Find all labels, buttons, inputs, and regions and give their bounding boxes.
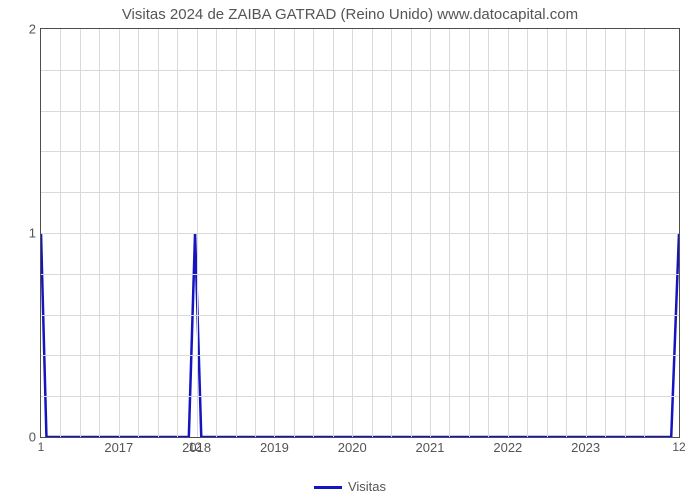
gridline-v-major bbox=[508, 29, 509, 437]
gridline-v-major bbox=[119, 29, 120, 437]
gridline-h bbox=[41, 233, 679, 234]
x-tick-label: 2021 bbox=[416, 440, 445, 455]
point-label: 12 bbox=[672, 440, 685, 454]
x-tick-label: 2020 bbox=[338, 440, 367, 455]
legend-label: Visitas bbox=[348, 479, 386, 494]
gridline-v-minor bbox=[625, 29, 626, 437]
point-label: 12 bbox=[188, 440, 201, 454]
gridline-v-minor bbox=[547, 29, 548, 437]
y-tick-label: 0 bbox=[6, 430, 36, 445]
legend: Visitas bbox=[0, 479, 700, 494]
gridline-v-minor bbox=[449, 29, 450, 437]
gridline-v-major bbox=[586, 29, 587, 437]
gridline-h bbox=[41, 274, 679, 275]
gridline-v-minor bbox=[605, 29, 606, 437]
gridline-h bbox=[41, 396, 679, 397]
gridline-h bbox=[41, 315, 679, 316]
x-tick-label: 2017 bbox=[104, 440, 133, 455]
gridline-v-minor bbox=[255, 29, 256, 437]
gridline-v-major bbox=[274, 29, 275, 437]
gridline-h bbox=[41, 111, 679, 112]
gridline-v-minor bbox=[372, 29, 373, 437]
gridline-h bbox=[41, 355, 679, 356]
gridline-v-minor bbox=[391, 29, 392, 437]
gridline-v-major bbox=[430, 29, 431, 437]
gridline-v-minor bbox=[236, 29, 237, 437]
gridline-v-minor bbox=[60, 29, 61, 437]
x-tick-label: 2023 bbox=[571, 440, 600, 455]
gridline-v-major bbox=[352, 29, 353, 437]
gridline-v-minor bbox=[138, 29, 139, 437]
x-tick-label: 2019 bbox=[260, 440, 289, 455]
gridline-v-minor bbox=[469, 29, 470, 437]
gridline-h bbox=[41, 151, 679, 152]
gridline-v-minor bbox=[216, 29, 217, 437]
gridline-v-minor bbox=[294, 29, 295, 437]
chart-title: Visitas 2024 de ZAIBA GATRAD (Reino Unid… bbox=[0, 6, 700, 23]
y-tick-label: 2 bbox=[6, 22, 36, 37]
y-tick-label: 1 bbox=[6, 226, 36, 241]
gridline-v-minor bbox=[313, 29, 314, 437]
gridline-h bbox=[41, 70, 679, 71]
gridline-h bbox=[41, 192, 679, 193]
chart-container: Visitas 2024 de ZAIBA GATRAD (Reino Unid… bbox=[0, 0, 700, 500]
gridline-v-minor bbox=[177, 29, 178, 437]
gridline-v-minor bbox=[527, 29, 528, 437]
gridline-v-minor bbox=[158, 29, 159, 437]
gridline-v-minor bbox=[644, 29, 645, 437]
gridline-v-major bbox=[197, 29, 198, 437]
gridline-v-minor bbox=[566, 29, 567, 437]
gridline-v-minor bbox=[333, 29, 334, 437]
x-tick-label: 2022 bbox=[493, 440, 522, 455]
plot-area bbox=[40, 28, 680, 438]
point-label: 1 bbox=[38, 440, 45, 454]
gridline-v-minor bbox=[80, 29, 81, 437]
legend-swatch bbox=[314, 486, 342, 489]
gridline-v-minor bbox=[411, 29, 412, 437]
gridline-v-minor bbox=[99, 29, 100, 437]
gridline-v-minor bbox=[488, 29, 489, 437]
